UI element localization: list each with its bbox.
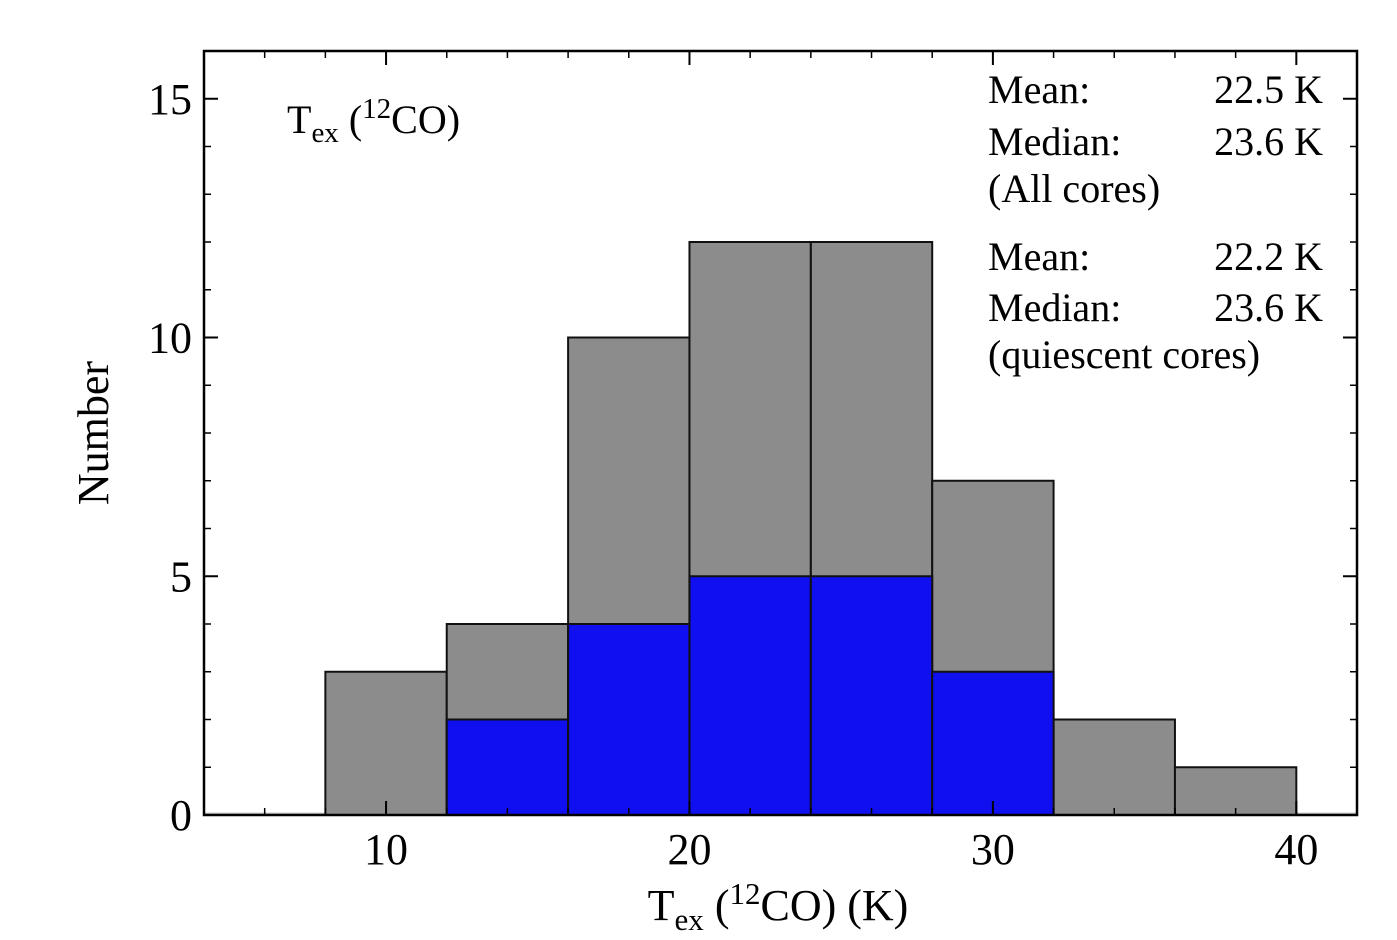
x-tick-label: 10 bbox=[364, 825, 408, 874]
all-mean-label: Mean: bbox=[988, 67, 1090, 112]
x-tick-label: 20 bbox=[667, 825, 711, 874]
all-group-label: (All cores) bbox=[988, 166, 1160, 211]
panel-label: Tex (12CO) bbox=[287, 93, 460, 149]
quiescent-median-value: 23.6 K bbox=[1214, 285, 1323, 330]
y-tick-label: 15 bbox=[148, 75, 192, 124]
bar-quiescent-2 bbox=[567, 623, 691, 816]
bar-all-6 bbox=[1052, 718, 1176, 816]
y-tick-label: 5 bbox=[170, 552, 192, 601]
x-axis-title: Tex (12CO) (K) bbox=[648, 876, 909, 937]
bar-all-0 bbox=[324, 670, 448, 816]
all-median-value: 23.6 K bbox=[1214, 119, 1323, 164]
bar-quiescent-1 bbox=[445, 718, 570, 816]
bar-quiescent-3 bbox=[688, 575, 812, 816]
axes-layer: 10 20 30 40 0 5 10 15 bbox=[148, 50, 1358, 874]
y-tick-label: 10 bbox=[148, 314, 192, 363]
quiescent-median-label: Median: bbox=[988, 285, 1121, 330]
bar-quiescent-4 bbox=[809, 575, 934, 816]
quiescent-group-label: (quiescent cores) bbox=[988, 332, 1260, 377]
quiescent-mean-label: Mean: bbox=[988, 234, 1090, 279]
quiescent-mean-value: 22.2 K bbox=[1214, 234, 1323, 279]
y-tick-label: 0 bbox=[170, 791, 192, 840]
text-layer: Tex (12CO) Mean: 22.5 K Median: 23.6 K (… bbox=[69, 67, 1323, 937]
bar-all-7 bbox=[1173, 766, 1298, 816]
y-axis-title: Number bbox=[69, 361, 118, 506]
all-mean-value: 22.5 K bbox=[1214, 67, 1323, 112]
bar-quiescent-5 bbox=[931, 670, 1055, 816]
x-tick-label: 40 bbox=[1274, 825, 1318, 874]
all-median-label: Median: bbox=[988, 119, 1121, 164]
x-tick-label: 30 bbox=[971, 825, 1015, 874]
bars-layer bbox=[204, 241, 1357, 816]
plot-frame bbox=[202, 49, 1359, 817]
